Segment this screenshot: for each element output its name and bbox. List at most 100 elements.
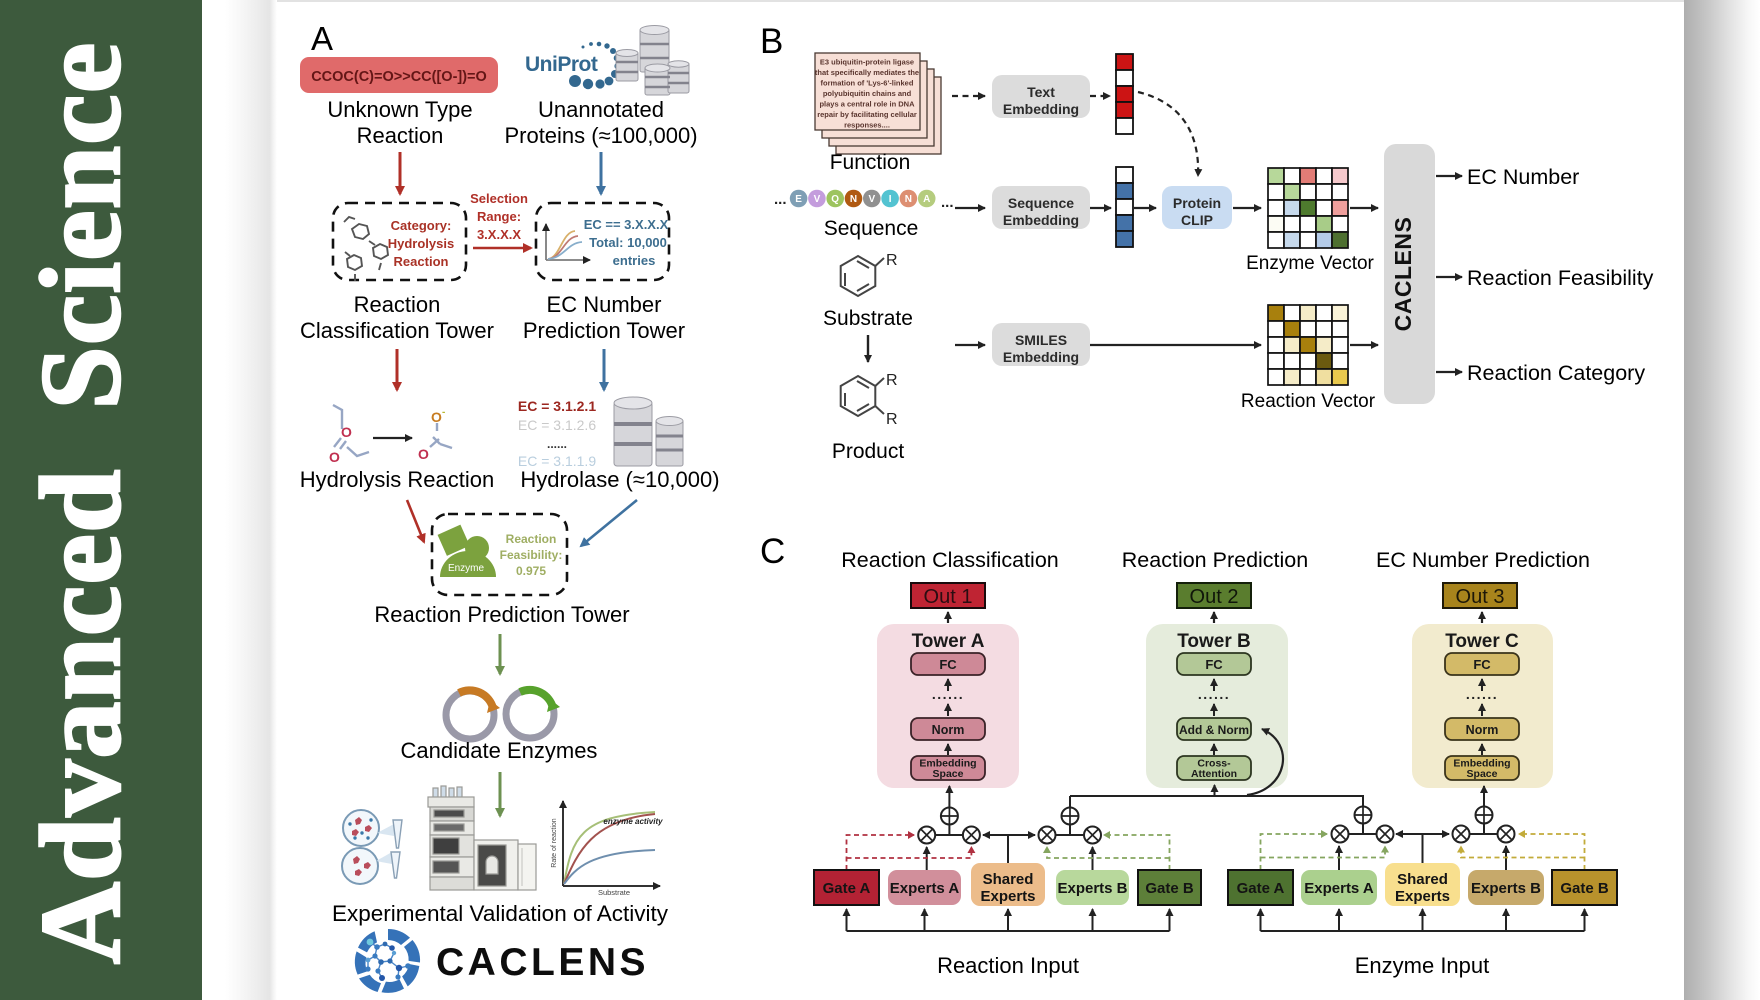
svg-text:Gate A: Gate A bbox=[823, 880, 871, 897]
svg-text:...: ... bbox=[774, 191, 787, 208]
svg-text:Tower A: Tower A bbox=[912, 631, 985, 652]
svg-text:Experimental Validation of Act: Experimental Validation of Activity bbox=[332, 901, 669, 926]
svg-text:plays a central role in DNA: plays a central role in DNA bbox=[819, 100, 915, 109]
svg-text:Enzyme Vector: Enzyme Vector bbox=[1246, 253, 1374, 274]
svg-text:Classification Tower: Classification Tower bbox=[300, 318, 494, 343]
svg-text:entries: entries bbox=[613, 253, 656, 268]
svg-text:Enzyme: Enzyme bbox=[448, 563, 485, 574]
svg-text:R: R bbox=[886, 411, 898, 428]
svg-text:A: A bbox=[923, 194, 930, 205]
svg-text:R: R bbox=[886, 252, 898, 269]
svg-text:Reaction Vector: Reaction Vector bbox=[1241, 391, 1376, 412]
svg-text:Substrate: Substrate bbox=[823, 307, 913, 330]
svg-text:Hydrolysis: Hydrolysis bbox=[388, 236, 454, 251]
svg-text:Experts: Experts bbox=[980, 888, 1035, 905]
svg-text:Attention: Attention bbox=[1191, 768, 1237, 780]
svg-text:Product: Product bbox=[832, 440, 905, 463]
svg-text:Out 2: Out 2 bbox=[1190, 586, 1239, 608]
svg-text:Reaction: Reaction bbox=[357, 123, 444, 148]
svg-text:Reaction Prediction: Reaction Prediction bbox=[1122, 548, 1308, 572]
svg-text:Substrate: Substrate bbox=[598, 888, 630, 897]
svg-text:Reaction Prediction Tower: Reaction Prediction Tower bbox=[374, 602, 629, 627]
svg-text:R: R bbox=[886, 372, 898, 389]
svg-text:EC == 3.X.X.X: EC == 3.X.X.X bbox=[584, 217, 669, 232]
svg-text:Experts B: Experts B bbox=[1057, 880, 1127, 897]
svg-text:FC: FC bbox=[1473, 657, 1491, 672]
svg-text:CACLENS: CACLENS bbox=[1390, 217, 1416, 332]
svg-text:Enzyme Input: Enzyme Input bbox=[1355, 953, 1490, 978]
svg-text:O: O bbox=[329, 449, 340, 465]
svg-text:EC = 3.1.1.9: EC = 3.1.1.9 bbox=[518, 453, 596, 469]
svg-text:CACLENS: CACLENS bbox=[436, 941, 649, 984]
svg-text:V: V bbox=[868, 194, 875, 205]
svg-text:N: N bbox=[850, 194, 857, 205]
svg-text:Out 3: Out 3 bbox=[1456, 586, 1505, 608]
svg-text:Selection: Selection bbox=[470, 191, 528, 206]
svg-text:Sequence: Sequence bbox=[1008, 195, 1074, 211]
svg-text:UniProt: UniProt bbox=[525, 53, 598, 76]
svg-text:Reaction Input: Reaction Input bbox=[937, 953, 1079, 978]
svg-text:Embedding: Embedding bbox=[1003, 349, 1079, 365]
svg-text:Reaction Feasibility: Reaction Feasibility bbox=[1467, 266, 1654, 290]
svg-text:Sequence: Sequence bbox=[824, 217, 919, 240]
svg-text:Experts A: Experts A bbox=[890, 880, 960, 897]
svg-text:Hydrolysis Reaction: Hydrolysis Reaction bbox=[300, 467, 494, 492]
svg-text:Reaction: Reaction bbox=[506, 532, 557, 546]
svg-text:...: ... bbox=[941, 194, 954, 211]
svg-text:Space: Space bbox=[933, 768, 964, 780]
svg-text:-: - bbox=[442, 407, 445, 418]
svg-text:formation of 'Lys-6'-linked: formation of 'Lys-6'-linked bbox=[821, 79, 914, 88]
svg-text:Norm: Norm bbox=[1466, 723, 1499, 737]
svg-text:Cross-: Cross- bbox=[1197, 758, 1231, 770]
svg-text:Candidate Enzymes: Candidate Enzymes bbox=[401, 738, 598, 763]
svg-text:CCOC(C)=O>>CC([O-])=O: CCOC(C)=O>>CC([O-])=O bbox=[311, 69, 487, 85]
svg-text:polyubiquitin chains and: polyubiquitin chains and bbox=[823, 89, 912, 98]
svg-text:Shared: Shared bbox=[1397, 871, 1448, 888]
svg-text:Experts: Experts bbox=[1395, 888, 1450, 905]
svg-text:I: I bbox=[889, 194, 892, 205]
svg-text:Reaction Classification: Reaction Classification bbox=[841, 548, 1059, 572]
svg-text:Q: Q bbox=[831, 194, 839, 205]
svg-text:enzyme activity: enzyme activity bbox=[603, 817, 663, 826]
svg-text:Add & Norm: Add & Norm bbox=[1179, 723, 1249, 737]
svg-text:V: V bbox=[814, 194, 821, 205]
svg-text:Gate A: Gate A bbox=[1237, 880, 1285, 897]
svg-text:that specifically mediates the: that specifically mediates the bbox=[815, 68, 919, 77]
svg-text:SMILES: SMILES bbox=[1015, 332, 1067, 348]
svg-text:Embedding: Embedding bbox=[1003, 101, 1079, 117]
svg-text:EC = 3.1.2.1: EC = 3.1.2.1 bbox=[518, 398, 596, 414]
svg-text:Hydrolase (≈10,000): Hydrolase (≈10,000) bbox=[520, 467, 719, 492]
svg-text:CLIP: CLIP bbox=[1181, 212, 1213, 228]
svg-text:Function: Function bbox=[830, 151, 911, 174]
svg-text:......: ...... bbox=[547, 437, 567, 451]
svg-text:Unknown Type: Unknown Type bbox=[327, 97, 472, 122]
svg-text:Out 1: Out 1 bbox=[924, 586, 973, 608]
svg-text:Reaction: Reaction bbox=[394, 254, 449, 269]
svg-text:Embedding: Embedding bbox=[919, 758, 976, 770]
svg-text:Shared: Shared bbox=[983, 871, 1034, 888]
svg-text:Category:: Category: bbox=[391, 218, 452, 233]
svg-text:EC = 3.1.2.6: EC = 3.1.2.6 bbox=[518, 417, 596, 433]
svg-text:Rate of reaction: Rate of reaction bbox=[551, 818, 558, 868]
svg-text:Reaction: Reaction bbox=[354, 292, 441, 317]
svg-text:EC Number: EC Number bbox=[547, 292, 662, 317]
svg-text:B: B bbox=[760, 22, 783, 61]
svg-text:Reaction Category: Reaction Category bbox=[1467, 361, 1645, 385]
svg-text:Proteins (≈100,000): Proteins (≈100,000) bbox=[504, 123, 697, 148]
svg-text:Tower B: Tower B bbox=[1177, 631, 1251, 652]
svg-text:0.975: 0.975 bbox=[516, 564, 546, 578]
svg-text:Embedding: Embedding bbox=[1003, 212, 1079, 228]
svg-text:......: ...... bbox=[932, 686, 964, 702]
svg-text:Embedding: Embedding bbox=[1453, 758, 1510, 770]
svg-text:......: ...... bbox=[1198, 686, 1230, 702]
svg-text:E: E bbox=[795, 194, 802, 205]
svg-text:E3 ubiquitin-protein ligase: E3 ubiquitin-protein ligase bbox=[820, 58, 914, 67]
svg-text:......: ...... bbox=[1466, 686, 1498, 702]
svg-text:A: A bbox=[311, 20, 333, 57]
svg-text:O: O bbox=[431, 409, 442, 425]
svg-text:Experts B: Experts B bbox=[1471, 880, 1541, 897]
svg-text:responses....: responses.... bbox=[844, 121, 890, 130]
svg-text:Gate B: Gate B bbox=[1145, 880, 1194, 897]
svg-text:Experts A: Experts A bbox=[1304, 880, 1374, 897]
svg-text:EC Number Prediction: EC Number Prediction bbox=[1376, 548, 1590, 572]
